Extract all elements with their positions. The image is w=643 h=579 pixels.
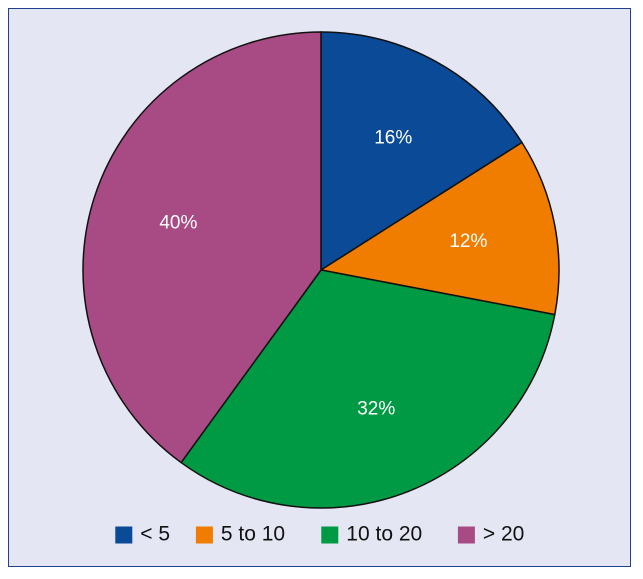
legend-label-0: < 5 [140, 523, 170, 546]
legend-label-3: > 20 [483, 523, 524, 546]
legend-label-1: 5 to 10 [221, 523, 285, 546]
slice-label-3: 40% [159, 213, 197, 234]
legend-label-2: 10 to 20 [346, 523, 422, 546]
slice-label-0: 16% [374, 128, 412, 149]
legend-swatch-0 [115, 526, 133, 544]
legend: < 5 5 to 10 10 to 20 > 20 [115, 523, 524, 546]
legend-swatch-1 [195, 526, 213, 544]
slice-label-2: 32% [357, 398, 395, 419]
pie-slice-1 [318, 141, 560, 316]
pie-slice-3 [82, 31, 322, 464]
pie-slice-labels: 16% 12% 32% 40% [159, 128, 487, 420]
pie-slice-0 [320, 31, 523, 272]
slice-label-1: 12% [449, 231, 487, 252]
legend-swatch-3 [457, 526, 475, 544]
legend-swatch-2 [321, 526, 339, 544]
pie-slice-2 [180, 269, 556, 509]
pie-slices [82, 31, 560, 509]
